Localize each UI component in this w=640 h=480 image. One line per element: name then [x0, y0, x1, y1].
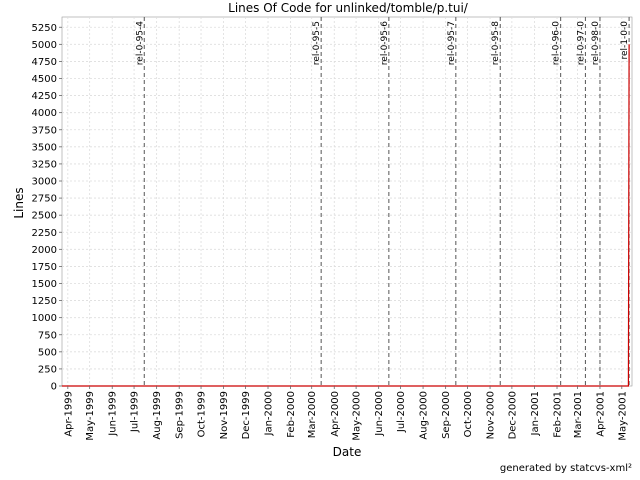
y-tick-label: 5000: [32, 40, 57, 51]
release-marker-label: rel-0-95-8: [491, 21, 501, 65]
y-tick-label: 4750: [32, 57, 57, 68]
release-marker-label: rel-0-96-0: [552, 21, 562, 65]
y-tick-label: 2000: [32, 245, 57, 256]
y-axis-label: Lines: [12, 187, 26, 218]
y-tick-label: 4500: [32, 74, 57, 85]
release-marker-label: rel-0-95-4: [135, 21, 145, 65]
x-tick-label: Feb-2000: [286, 391, 297, 438]
release-marker-label: rel-0-97-0: [576, 21, 586, 65]
x-tick-label: May-1999: [85, 391, 96, 441]
x-tick-label: Dec-1999: [241, 391, 252, 439]
y-tick-label: 1750: [32, 262, 57, 273]
x-tick-label: Aug-2000: [419, 391, 430, 440]
release-marker-label: rel-0-95-5: [312, 21, 322, 65]
release-marker-label: rel-0-95-6: [380, 21, 390, 65]
release-marker-label: rel-0-98-0: [591, 21, 601, 65]
x-tick-label: Jul-2000: [396, 391, 407, 433]
y-tick-label: 4250: [32, 91, 57, 102]
x-tick-label: Jun-2000: [374, 391, 385, 437]
y-tick-label: 0: [51, 382, 57, 393]
plot-area: [61, 16, 633, 387]
x-tick-label: Jan-2001: [530, 391, 541, 436]
grid: [62, 17, 632, 386]
x-tick-label: Sep-2000: [441, 391, 452, 439]
x-tick-label: Apr-1999: [63, 391, 74, 437]
x-axis-label: Date: [333, 445, 362, 459]
release-marker-label: rel-1-0-0: [620, 21, 630, 60]
x-tick-label: May-2001: [617, 391, 628, 441]
y-tick-label: 2750: [32, 194, 57, 205]
y-tick-label: 2500: [32, 211, 57, 222]
y-axis: 0 250 500 750 1000 1250 1500 1750 2000 2250 2500 27…: [32, 23, 62, 393]
x-tick-label: Sep-1999: [175, 391, 186, 439]
x-tick-label: Feb-2001: [553, 391, 564, 438]
series-line: [62, 44, 630, 387]
x-tick-label: Nov-2000: [486, 391, 497, 439]
generator-footer: generated by statcvs-xml²: [499, 463, 632, 474]
y-tick-label: 750: [38, 330, 57, 341]
y-tick-label: 1250: [32, 296, 57, 307]
y-tick-label: 3750: [32, 125, 57, 136]
y-tick-label: 1500: [32, 279, 57, 290]
y-tick-label: 3250: [32, 159, 57, 170]
release-marker-label: rel-0-95-7: [447, 21, 457, 65]
x-tick-label: Oct-2000: [463, 391, 474, 437]
y-tick-label: 2250: [32, 228, 57, 239]
x-tick-label: Mar-2000: [307, 391, 318, 438]
series: [62, 44, 630, 387]
chart-title: Lines Of Code for unlinked/tomble/p.tui/: [228, 1, 469, 15]
x-tick-label: Mar-2001: [573, 391, 584, 438]
x-tick-label: Apr-2001: [595, 391, 606, 437]
x-tick-label: Jun-1999: [108, 391, 119, 437]
x-tick-label: Aug-1999: [152, 391, 163, 440]
y-tick-label: 3500: [32, 142, 57, 153]
x-tick-label: Nov-1999: [219, 391, 230, 439]
x-tick-label: May-2000: [352, 391, 363, 441]
x-tick-label: Jul-1999: [130, 391, 141, 433]
x-axis: Apr-1999 May-1999 Jun-1999 Jul-1999 Aug-1999…: [63, 386, 628, 441]
x-tick-label: Apr-2000: [330, 391, 341, 437]
x-tick-label: Oct-1999: [197, 391, 208, 437]
y-tick-label: 250: [38, 364, 57, 375]
x-tick-label: Dec-2000: [507, 391, 518, 439]
y-tick-label: 4000: [32, 108, 57, 119]
release-markers: rel-0-95-4 rel-0-95-5 rel-0-95-6 rel-0-95-7…: [135, 17, 630, 386]
y-tick-label: 500: [38, 347, 57, 358]
y-tick-label: 5250: [32, 23, 57, 34]
x-tick-label: Jan-2000: [264, 391, 275, 436]
y-tick-label: 1000: [32, 313, 57, 324]
y-tick-label: 3000: [32, 177, 57, 188]
